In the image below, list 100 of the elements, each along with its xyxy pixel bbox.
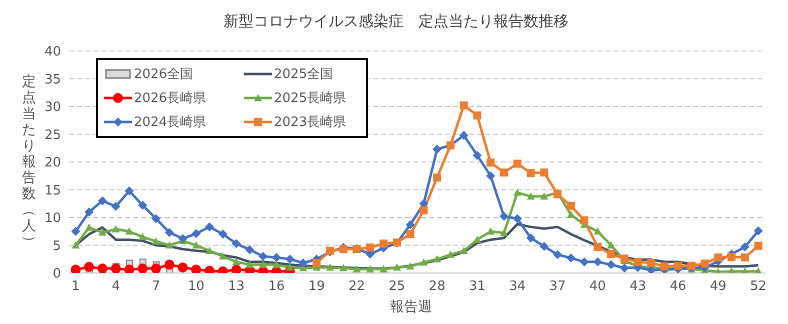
y-tick-label: 10 [44,211,61,226]
point [620,264,629,273]
x-tick-label: 46 [670,279,686,294]
point [151,264,161,273]
y-tick-label: 20 [44,156,61,171]
point [420,206,428,214]
point [70,264,81,273]
point [298,258,308,268]
point [218,252,227,260]
point [472,150,482,160]
x-tick-label: 34 [509,279,526,294]
point [152,237,160,245]
point [513,160,522,168]
point [433,255,442,262]
point [72,241,80,248]
x-tick-label: 49 [710,279,726,294]
point [526,234,536,243]
point [339,264,348,272]
point [540,168,548,177]
x-tick-label: 19 [308,279,325,294]
point [164,228,174,237]
point [232,239,241,248]
y-tick-label: 5 [52,238,61,254]
point [352,265,361,272]
point [192,229,201,238]
x-tick-label: 1 [72,279,80,294]
point [205,222,214,232]
point [566,254,576,263]
legend-label: 2024長崎県 [134,114,206,131]
point [593,257,602,266]
point [178,234,188,244]
point [406,220,415,230]
y-tick-label: 40 [44,44,61,60]
point [500,168,508,177]
point [526,192,535,200]
point [647,259,656,268]
point [178,262,188,272]
point [566,202,575,210]
point [420,258,428,266]
x-tick-label: 7 [152,279,160,294]
point [84,207,94,216]
point [540,242,549,251]
x-tick-label: 40 [589,279,606,294]
point [286,263,294,271]
point [380,265,388,272]
point [152,214,160,224]
point [138,200,148,210]
point [486,171,496,180]
x-axis-title: 報告週 [389,298,433,316]
point [594,242,602,251]
point [125,227,134,235]
x-tick-label: 31 [468,279,486,294]
point [98,196,107,206]
point [460,101,468,110]
point [272,252,281,262]
point [700,260,709,268]
point [660,262,669,270]
y-tick-label: 25 [44,128,61,143]
x-tick-label: 22 [348,279,366,294]
chart-title: 新型コロナウイルス感染症 定点当たり報告数推移 [222,12,570,31]
point [272,260,280,268]
point [459,130,468,140]
x-tick-label: 16 [268,279,285,294]
point [112,225,120,232]
point [259,260,268,268]
legend-label: 2026全国 [134,66,194,83]
point [285,254,294,264]
point [554,190,562,198]
point [460,246,468,254]
point [245,245,254,254]
text: 定点当たり報告数（人） [21,74,37,249]
point [594,227,602,235]
x-tick-label: 52 [750,279,767,294]
legend-label: 2023長崎県 [274,114,346,131]
point [553,250,562,260]
point [231,264,242,273]
point [164,260,174,270]
point [473,111,482,120]
point [232,258,240,266]
point [246,260,254,268]
point [71,226,80,236]
legend-label: 2026長崎県 [134,90,206,107]
point [512,214,522,224]
point [432,144,442,154]
point [740,242,750,252]
point [84,262,94,272]
x-tick-label: 10 [188,279,204,294]
x-tick-label: 13 [228,279,245,294]
point [98,228,106,236]
point [500,212,508,221]
point [85,223,94,231]
y-tick-label: 0 [52,266,61,282]
point [206,246,214,254]
point [607,250,616,258]
point [486,158,495,167]
point [754,242,762,250]
point [406,230,414,238]
x-tick-label: 37 [549,279,566,294]
point [124,186,134,196]
point [687,262,696,270]
